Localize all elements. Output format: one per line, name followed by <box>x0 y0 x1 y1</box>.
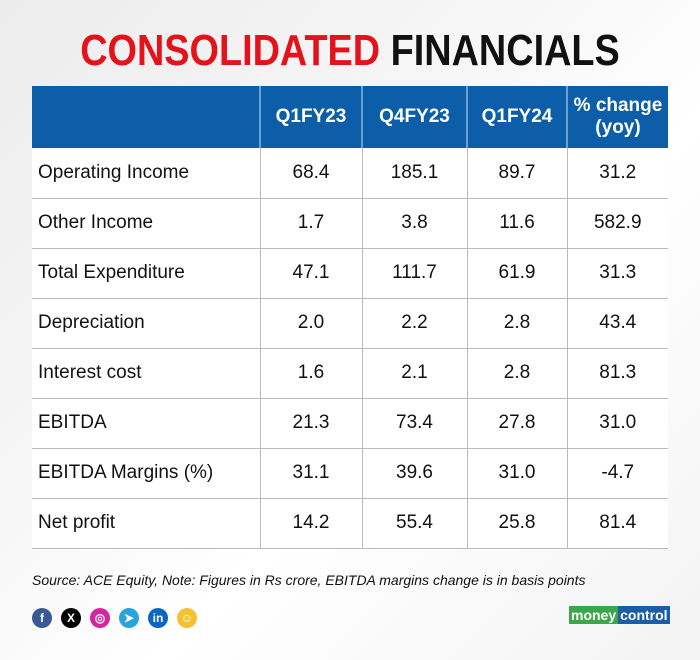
cell-value: 31.0 <box>467 448 568 499</box>
cell-value: 27.8 <box>467 398 568 449</box>
cell-value: 68.4 <box>260 148 363 199</box>
cell-value: 11.6 <box>467 198 568 249</box>
table-row: EBITDA Margins (%) 31.1 39.6 31.0 -4.7 <box>32 448 668 499</box>
cell-value: 2.2 <box>362 298 468 349</box>
cell-value: 31.2 <box>567 148 668 199</box>
row-label: EBITDA Margins (%) <box>32 448 261 499</box>
cell-value: 2.0 <box>260 298 363 349</box>
column-header: Q1FY24 <box>467 86 568 148</box>
cell-value: 89.7 <box>467 148 568 199</box>
telegram-icon[interactable]: ➤ <box>119 608 139 628</box>
cell-value: 2.8 <box>467 298 568 349</box>
cell-value: 31.3 <box>567 248 668 299</box>
cell-value: 73.4 <box>362 398 468 449</box>
source-note: Source: ACE Equity, Note: Figures in Rs … <box>32 572 586 588</box>
moneycontrol-logo: money control <box>569 606 670 624</box>
table-row: Other Income 1.7 3.8 11.6 582.9 <box>32 198 668 249</box>
cell-value: 43.4 <box>567 298 668 349</box>
cell-value: 582.9 <box>567 198 668 249</box>
snapchat-icon[interactable]: ☺ <box>177 608 197 628</box>
facebook-icon[interactable]: f <box>32 608 52 628</box>
row-label: Operating Income <box>32 148 261 199</box>
cell-value: 14.2 <box>260 498 363 549</box>
financials-table: Q1FY23 Q4FY23 Q1FY24% change (yoy) Operati… <box>32 86 668 549</box>
row-label: EBITDA <box>32 398 261 449</box>
cell-value: 31.0 <box>567 398 668 449</box>
row-label: Other Income <box>32 198 261 249</box>
instagram-icon[interactable]: ◎ <box>90 608 110 628</box>
social-links: f X ◎ ➤ in ☺ <box>32 608 197 628</box>
row-label: Interest cost <box>32 348 261 399</box>
cell-value: 61.9 <box>467 248 568 299</box>
table-row: Depreciation 2.0 2.2 2.8 43.4 <box>32 298 668 349</box>
table-row: Total Expenditure 47.1 111.7 61.9 31.3 <box>32 248 668 299</box>
page-title: CONSOLIDATED FINANCIALS <box>80 26 620 75</box>
column-header: Q1FY23 <box>260 86 363 148</box>
table-row: Interest cost 1.6 2.1 2.8 81.3 <box>32 348 668 399</box>
cell-value: 185.1 <box>362 148 468 199</box>
cell-value: 3.8 <box>362 198 468 249</box>
table-header: Q1FY23 Q4FY23 Q1FY24% change (yoy) <box>32 86 668 148</box>
cell-value: 2.1 <box>362 348 468 399</box>
row-label: Net profit <box>32 498 261 549</box>
column-header <box>32 86 261 148</box>
cell-value: 2.8 <box>467 348 568 399</box>
cell-value: 31.1 <box>260 448 363 499</box>
column-header: Q4FY23 <box>362 86 468 148</box>
cell-value: 55.4 <box>362 498 468 549</box>
table-row: EBITDA 21.3 73.4 27.8 31.0 <box>32 398 668 449</box>
cell-value: 111.7 <box>362 248 468 299</box>
column-header: % change (yoy) <box>567 86 668 148</box>
x-icon[interactable]: X <box>61 608 81 628</box>
row-label: Depreciation <box>32 298 261 349</box>
cell-value: 39.6 <box>362 448 468 499</box>
cell-value: 21.3 <box>260 398 363 449</box>
cell-value: 47.1 <box>260 248 363 299</box>
cell-value: 1.7 <box>260 198 363 249</box>
table-row: Net profit 14.2 55.4 25.8 81.4 <box>32 498 668 549</box>
cell-value: 1.6 <box>260 348 363 399</box>
cell-value: -4.7 <box>567 448 668 499</box>
linkedin-icon[interactable]: in <box>148 608 168 628</box>
cell-value: 81.3 <box>567 348 668 399</box>
cell-value: 81.4 <box>567 498 668 549</box>
table-row: Operating Income 68.4 185.1 89.7 31.2 <box>32 148 668 199</box>
cell-value: 25.8 <box>467 498 568 549</box>
row-label: Total Expenditure <box>32 248 261 299</box>
